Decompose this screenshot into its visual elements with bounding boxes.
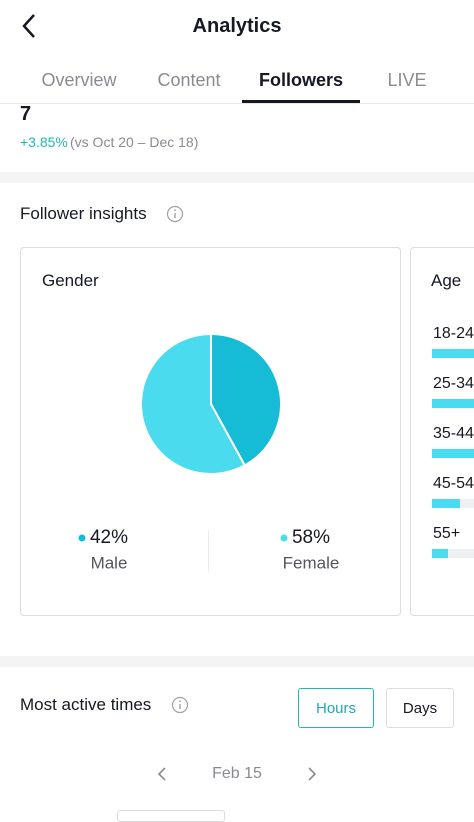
age-label: 45-54: [433, 475, 474, 492]
value-label: 58%: [292, 527, 330, 548]
date: Feb 15: [212, 765, 262, 782]
tab[interactable]: Content: [157, 70, 221, 90]
card-title: Gender: [42, 271, 99, 290]
age-chart: 18-24 25-34 35-44 45-54 55+: [432, 325, 474, 558]
tab[interactable]: LIVE: [387, 70, 427, 90]
section-title: Follower insights: [20, 204, 147, 223]
bar: [432, 349, 474, 358]
separator: [0, 172, 474, 183]
page-title: Analytics: [192, 15, 282, 37]
separator: [0, 656, 474, 667]
tab[interactable]: Overview: [41, 70, 117, 90]
age-label: 35-44: [433, 425, 474, 442]
period: (vs Oct 20 – Dec 18): [70, 134, 199, 150]
tab-indicator: [242, 100, 360, 103]
bar: [432, 549, 448, 558]
bar: [432, 449, 474, 458]
age-label: 18-24: [433, 325, 474, 342]
bar: [432, 399, 474, 408]
legend-label: Male: [91, 553, 128, 572]
legend-dot: [78, 534, 86, 542]
tab[interactable]: Followers: [258, 70, 343, 90]
info-icon[interactable]: [166, 205, 184, 223]
bar: [432, 499, 460, 508]
prev-button[interactable]: [154, 765, 170, 783]
legend-dot: [280, 534, 288, 542]
change: +3.85%: [20, 134, 68, 150]
hours-button[interactable]: Hours: [298, 688, 374, 728]
value-label: 42%: [90, 527, 128, 548]
legend-label: Female: [283, 553, 340, 572]
follower-count: 7: [20, 104, 32, 120]
pie-slice: [140, 332, 247, 475]
section-title: Most active times: [20, 695, 152, 714]
days-button[interactable]: Days: [386, 688, 454, 728]
age-label: 55+: [433, 525, 460, 542]
age-card: Age 18-24 25-34 35-44 45-54 55+: [410, 247, 474, 616]
gender-card: Gender 42% Male 58% Female: [20, 247, 401, 616]
pie-slice: [210, 332, 282, 467]
info-icon[interactable]: [171, 696, 189, 714]
next-button[interactable]: [304, 765, 320, 783]
card-title: Age: [431, 271, 462, 290]
pie-chart: 42% Male 58% Female: [78, 332, 340, 572]
age-label: 25-34: [433, 375, 474, 392]
chart-frame: [117, 810, 225, 822]
divider: [208, 530, 209, 572]
bar-track: [432, 549, 474, 558]
back-button[interactable]: [18, 12, 42, 40]
divider: [0, 103, 474, 104]
